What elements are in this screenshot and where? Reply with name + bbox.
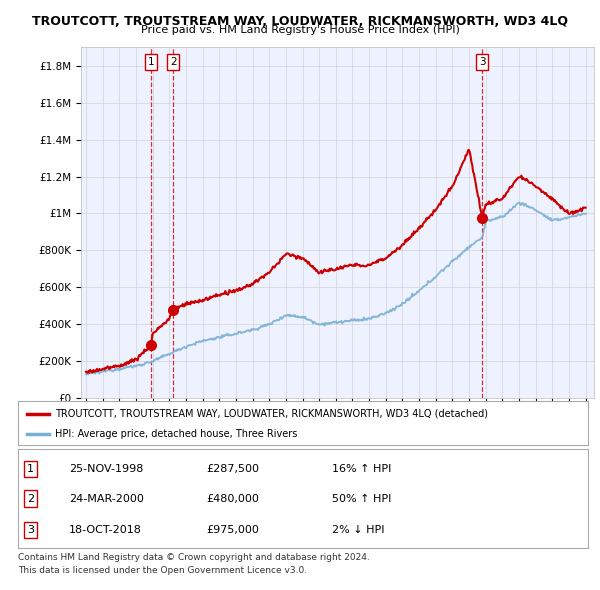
Text: 24-MAR-2000: 24-MAR-2000: [70, 494, 144, 503]
Text: Price paid vs. HM Land Registry's House Price Index (HPI): Price paid vs. HM Land Registry's House …: [140, 25, 460, 35]
Text: 25-NOV-1998: 25-NOV-1998: [70, 464, 143, 474]
Text: 1: 1: [27, 464, 34, 474]
Text: £975,000: £975,000: [206, 525, 259, 535]
Text: 2% ↓ HPI: 2% ↓ HPI: [331, 525, 384, 535]
Text: 2: 2: [27, 494, 34, 503]
Text: £287,500: £287,500: [206, 464, 259, 474]
Text: 3: 3: [479, 57, 485, 67]
Text: 2: 2: [170, 57, 176, 67]
Text: 50% ↑ HPI: 50% ↑ HPI: [331, 494, 391, 503]
Text: 1: 1: [148, 57, 154, 67]
Text: 3: 3: [27, 525, 34, 535]
Text: Contains HM Land Registry data © Crown copyright and database right 2024.
This d: Contains HM Land Registry data © Crown c…: [18, 553, 370, 575]
Text: 18-OCT-2018: 18-OCT-2018: [70, 525, 142, 535]
Text: TROUTCOTT, TROUTSTREAM WAY, LOUDWATER, RICKMANSWORTH, WD3 4LQ: TROUTCOTT, TROUTSTREAM WAY, LOUDWATER, R…: [32, 15, 568, 28]
Text: HPI: Average price, detached house, Three Rivers: HPI: Average price, detached house, Thre…: [55, 430, 298, 440]
Text: TROUTCOTT, TROUTSTREAM WAY, LOUDWATER, RICKMANSWORTH, WD3 4LQ (detached): TROUTCOTT, TROUTSTREAM WAY, LOUDWATER, R…: [55, 409, 488, 418]
Text: £480,000: £480,000: [206, 494, 259, 503]
Text: 16% ↑ HPI: 16% ↑ HPI: [331, 464, 391, 474]
